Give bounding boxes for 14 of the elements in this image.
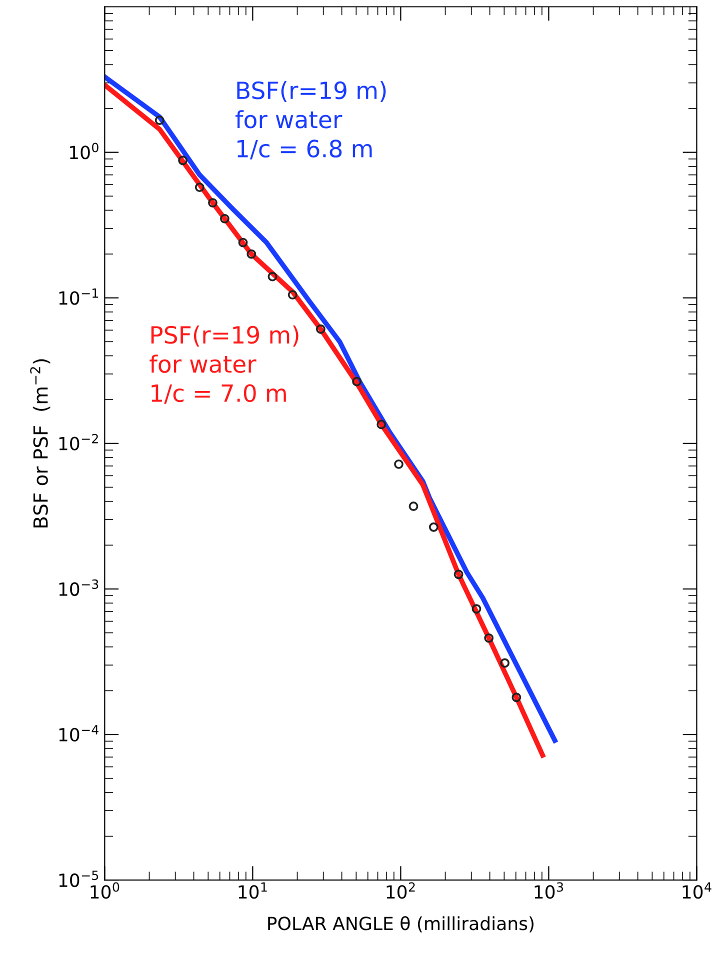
x-axis-title: POLAR ANGLE θ (milliradians)	[268, 916, 534, 932]
x-tick-label: 10$^{3}$	[534, 882, 564, 899]
y-tick-label: 10$^{−2}$	[59, 434, 98, 450]
series-label: BSF(r=19 m) for water 1/c = 6.8 m	[235, 81, 386, 160]
x-tick-label: 10$^{0}$	[90, 882, 120, 899]
x-tick-label: 10$^{1}$	[238, 882, 267, 899]
series-label: PSF(r=19 m) for water 1/c = 7.0 m	[150, 326, 298, 404]
y-tick-label: 10$^{−3}$	[59, 579, 98, 596]
y-axis-title: BSF or PSF (m$^{−2}$)	[30, 359, 50, 528]
x-tick-label: 10$^{2}$	[386, 882, 415, 899]
y-tick-label: 10$^{−1}$	[59, 288, 98, 305]
x-tick-label: 10$^{4}$	[682, 882, 712, 899]
y-tick-label: 10$^{−4}$	[59, 725, 98, 742]
y-tick-label: 10$^{0}$	[70, 142, 98, 160]
